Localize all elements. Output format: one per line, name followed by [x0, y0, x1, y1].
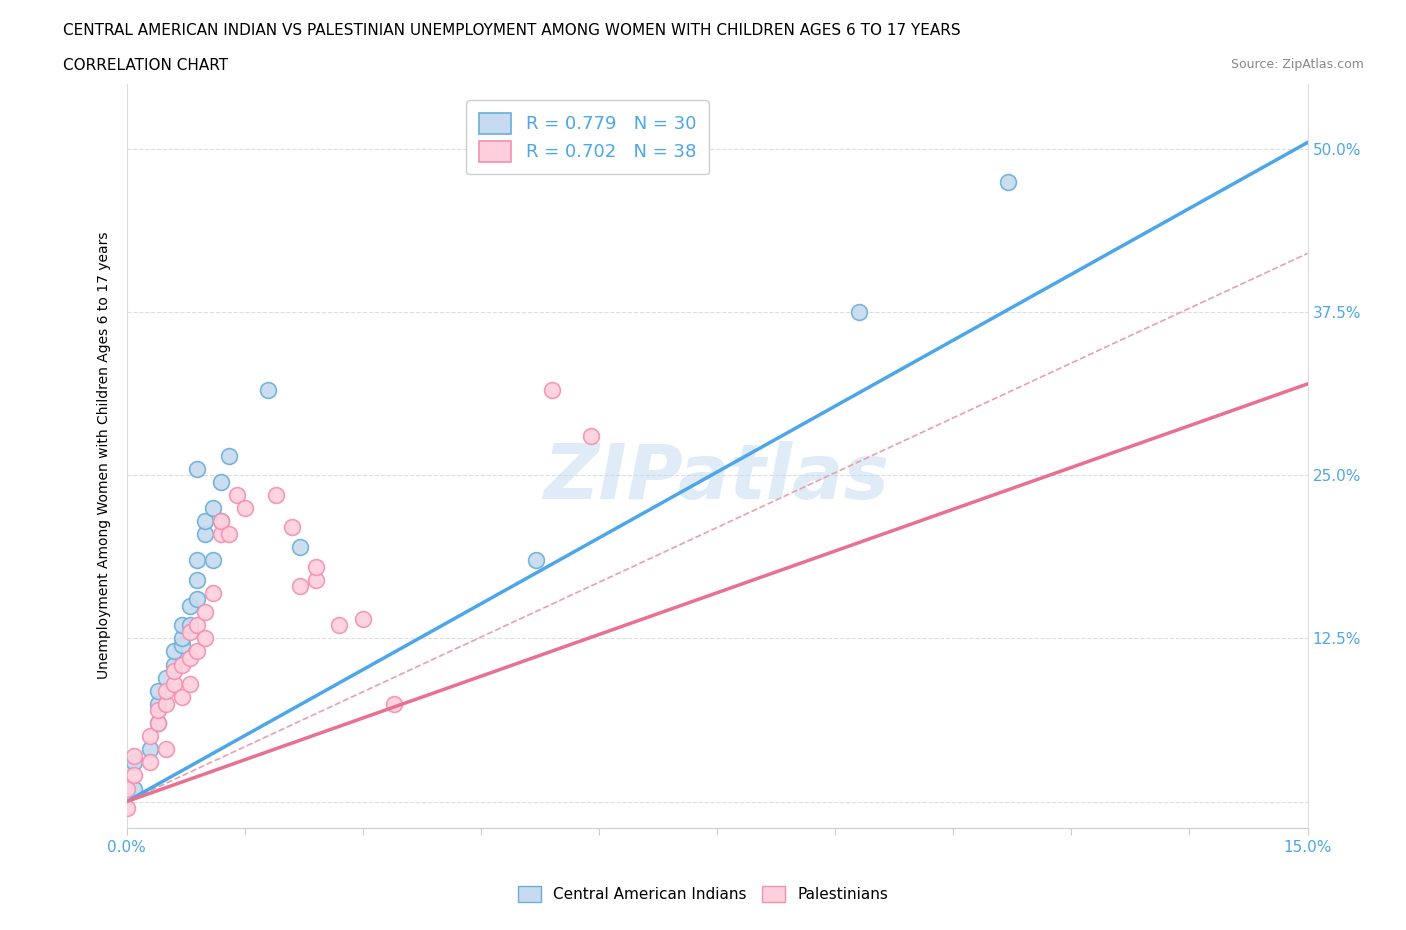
Text: ZIPatlas: ZIPatlas [544, 441, 890, 515]
Point [264, 487, 287, 502]
Point [139, 742, 162, 757]
Point [146, 684, 169, 698]
Point [202, 552, 225, 567]
Point [288, 578, 311, 593]
Point [155, 742, 177, 757]
Point [186, 461, 208, 476]
Point [155, 671, 177, 685]
Point [179, 651, 201, 666]
Point [139, 729, 162, 744]
Point [328, 618, 350, 632]
Y-axis label: Unemployment Among Women with Children Ages 6 to 17 years: Unemployment Among Women with Children A… [97, 232, 111, 680]
Point [179, 624, 201, 639]
Point [124, 781, 146, 796]
Point [155, 684, 177, 698]
Point [382, 697, 405, 711]
Point [139, 755, 162, 770]
Point [124, 749, 146, 764]
Point [163, 658, 186, 672]
Point [524, 552, 547, 567]
Point [233, 500, 256, 515]
Point [179, 677, 201, 692]
Point [186, 644, 208, 659]
Text: CENTRAL AMERICAN INDIAN VS PALESTINIAN UNEMPLOYMENT AMONG WOMEN WITH CHILDREN AG: CENTRAL AMERICAN INDIAN VS PALESTINIAN U… [63, 23, 960, 38]
Point [304, 559, 326, 574]
Point [209, 474, 232, 489]
Point [194, 604, 217, 619]
Point [218, 448, 240, 463]
Point [202, 585, 225, 600]
Point [170, 690, 193, 705]
Point [209, 513, 232, 528]
Point [115, 801, 138, 816]
Point [194, 513, 217, 528]
Point [170, 658, 193, 672]
Point [352, 611, 374, 626]
Point [146, 716, 169, 731]
Point [186, 618, 208, 632]
Point [124, 755, 146, 770]
Point [209, 526, 232, 541]
Point [124, 768, 146, 783]
Point [225, 487, 247, 502]
Text: CORRELATION CHART: CORRELATION CHART [63, 58, 228, 73]
Point [281, 520, 304, 535]
Point [155, 697, 177, 711]
Point [997, 174, 1019, 189]
Point [170, 618, 193, 632]
Point [288, 539, 311, 554]
Point [115, 781, 138, 796]
Point [163, 664, 186, 679]
Point [170, 631, 193, 645]
Point [170, 638, 193, 653]
Point [179, 598, 201, 613]
Point [186, 591, 208, 606]
Point [579, 429, 602, 444]
Point [146, 697, 169, 711]
Point [146, 703, 169, 718]
Legend: R = 0.779   N = 30, R = 0.702   N = 38: R = 0.779 N = 30, R = 0.702 N = 38 [467, 100, 709, 175]
Point [179, 618, 201, 632]
Point [194, 526, 217, 541]
Legend: Central American Indians, Palestinians: Central American Indians, Palestinians [512, 880, 894, 909]
Point [146, 716, 169, 731]
Point [163, 644, 186, 659]
Point [848, 305, 870, 320]
Point [218, 526, 240, 541]
Text: Source: ZipAtlas.com: Source: ZipAtlas.com [1230, 58, 1364, 71]
Point [304, 572, 326, 587]
Point [163, 677, 186, 692]
Point [540, 383, 562, 398]
Point [257, 383, 280, 398]
Point [194, 631, 217, 645]
Point [186, 572, 208, 587]
Point [209, 513, 232, 528]
Point [186, 552, 208, 567]
Point [202, 500, 225, 515]
